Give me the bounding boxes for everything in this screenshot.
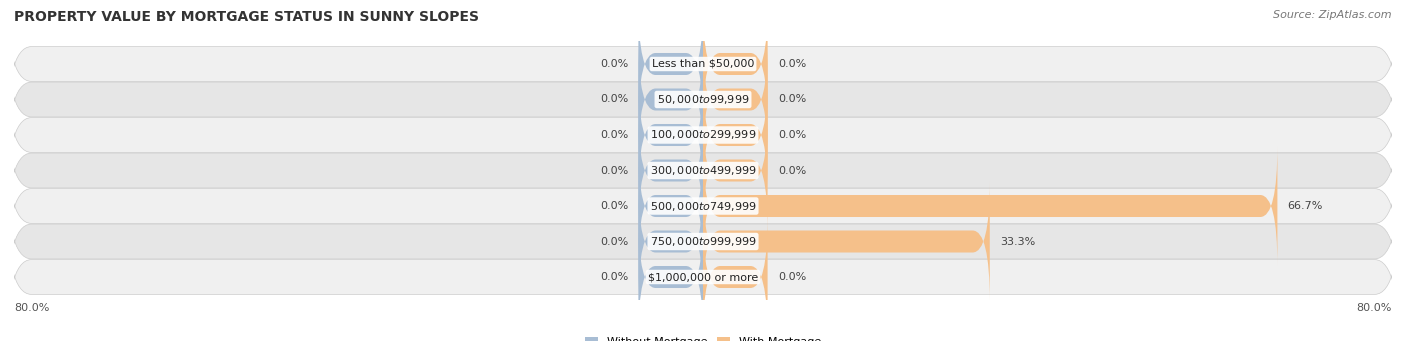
Text: 80.0%: 80.0% bbox=[1357, 302, 1392, 313]
Text: 0.0%: 0.0% bbox=[778, 130, 806, 140]
FancyBboxPatch shape bbox=[6, 46, 1400, 224]
FancyBboxPatch shape bbox=[703, 40, 768, 160]
Text: 0.0%: 0.0% bbox=[600, 237, 628, 247]
FancyBboxPatch shape bbox=[703, 146, 1278, 266]
FancyBboxPatch shape bbox=[703, 4, 768, 124]
Text: 0.0%: 0.0% bbox=[600, 272, 628, 282]
FancyBboxPatch shape bbox=[638, 146, 703, 266]
Text: 80.0%: 80.0% bbox=[14, 302, 49, 313]
Text: $50,000 to $99,999: $50,000 to $99,999 bbox=[657, 93, 749, 106]
Text: Less than $50,000: Less than $50,000 bbox=[652, 59, 754, 69]
Text: $750,000 to $999,999: $750,000 to $999,999 bbox=[650, 235, 756, 248]
FancyBboxPatch shape bbox=[6, 81, 1400, 260]
FancyBboxPatch shape bbox=[6, 188, 1400, 341]
FancyBboxPatch shape bbox=[638, 217, 703, 337]
FancyBboxPatch shape bbox=[6, 0, 1400, 153]
Text: $100,000 to $299,999: $100,000 to $299,999 bbox=[650, 129, 756, 142]
Legend: Without Mortgage, With Mortgage: Without Mortgage, With Mortgage bbox=[581, 332, 825, 341]
Text: PROPERTY VALUE BY MORTGAGE STATUS IN SUNNY SLOPES: PROPERTY VALUE BY MORTGAGE STATUS IN SUN… bbox=[14, 10, 479, 24]
FancyBboxPatch shape bbox=[638, 40, 703, 160]
Text: 0.0%: 0.0% bbox=[600, 94, 628, 104]
Text: 66.7%: 66.7% bbox=[1288, 201, 1323, 211]
FancyBboxPatch shape bbox=[6, 10, 1400, 189]
Text: 33.3%: 33.3% bbox=[1000, 237, 1035, 247]
Text: 0.0%: 0.0% bbox=[600, 59, 628, 69]
Text: 0.0%: 0.0% bbox=[600, 201, 628, 211]
Text: 0.0%: 0.0% bbox=[778, 94, 806, 104]
Text: $1,000,000 or more: $1,000,000 or more bbox=[648, 272, 758, 282]
Text: 0.0%: 0.0% bbox=[600, 165, 628, 176]
FancyBboxPatch shape bbox=[703, 75, 768, 195]
Text: 0.0%: 0.0% bbox=[600, 130, 628, 140]
Text: $500,000 to $749,999: $500,000 to $749,999 bbox=[650, 199, 756, 212]
FancyBboxPatch shape bbox=[638, 75, 703, 195]
FancyBboxPatch shape bbox=[6, 117, 1400, 295]
FancyBboxPatch shape bbox=[6, 152, 1400, 331]
Text: 0.0%: 0.0% bbox=[778, 272, 806, 282]
FancyBboxPatch shape bbox=[638, 181, 703, 301]
Text: 0.0%: 0.0% bbox=[778, 59, 806, 69]
Text: Source: ZipAtlas.com: Source: ZipAtlas.com bbox=[1274, 10, 1392, 20]
FancyBboxPatch shape bbox=[638, 4, 703, 124]
FancyBboxPatch shape bbox=[703, 181, 990, 301]
FancyBboxPatch shape bbox=[703, 217, 768, 337]
Text: $300,000 to $499,999: $300,000 to $499,999 bbox=[650, 164, 756, 177]
Text: 0.0%: 0.0% bbox=[778, 165, 806, 176]
FancyBboxPatch shape bbox=[638, 110, 703, 231]
FancyBboxPatch shape bbox=[703, 110, 768, 231]
